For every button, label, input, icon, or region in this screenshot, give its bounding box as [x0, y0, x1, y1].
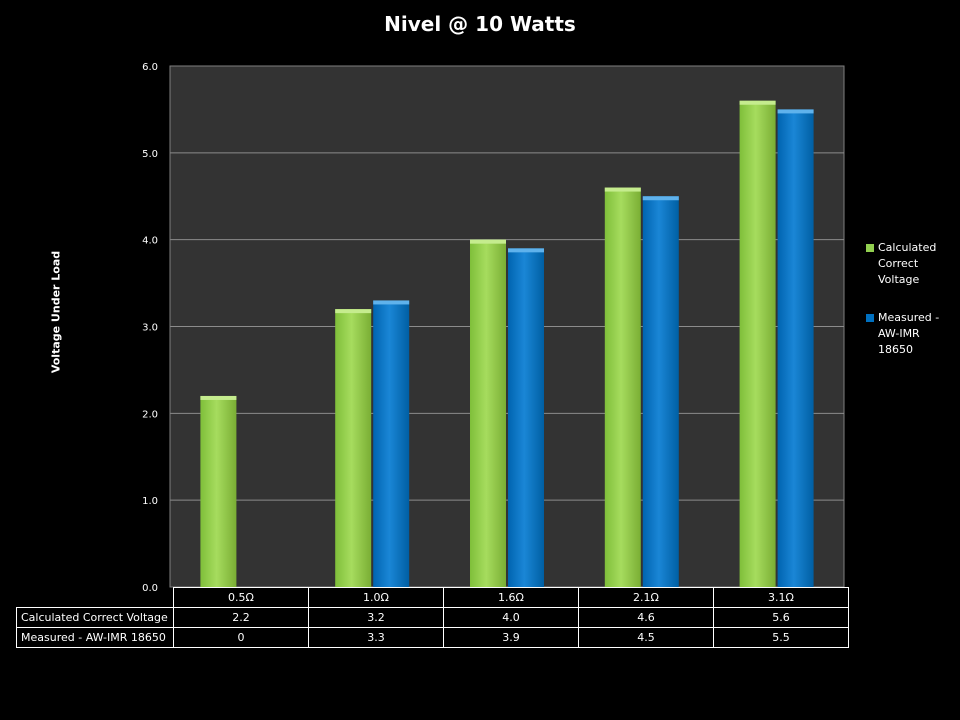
table-header-cell: 2.1Ω: [578, 587, 714, 608]
bar-calculated: [335, 309, 372, 587]
table-header-cell: 3.1Ω: [713, 587, 849, 608]
bar-calculated-cap: [470, 239, 506, 244]
legend-item-calculated: Calculated Correct Voltage: [866, 240, 956, 288]
table-cell: 3.2: [308, 607, 444, 628]
bar-calculated: [200, 395, 237, 587]
table-cell: 3.3: [308, 627, 444, 648]
bar-measured-cap: [642, 196, 679, 201]
legend-swatch-calculated: [866, 244, 874, 252]
table-cell: 4.6: [578, 607, 714, 628]
bar-calculated: [604, 187, 641, 588]
y-tick-label: 2.0: [142, 409, 158, 420]
bar-measured: [373, 300, 410, 587]
table-cell: 5.5: [713, 627, 849, 648]
bar-calculated-cap: [335, 309, 372, 314]
bar-calculated-cap: [604, 187, 641, 192]
bar-measured-cap: [373, 300, 410, 305]
table-header-cell: 1.0Ω: [308, 587, 444, 608]
table-cell: 4.5: [578, 627, 714, 648]
table-cell: 4.0: [443, 607, 579, 628]
table-row-label: Measured - AW-IMR 18650: [16, 627, 174, 648]
y-tick-label: 4.0: [142, 236, 158, 247]
table-cell: 3.9: [443, 627, 579, 648]
table-cell: 2.2: [173, 607, 309, 628]
y-tick-label: 5.0: [142, 149, 158, 160]
legend-label-calculated: Calculated Correct Voltage: [878, 241, 937, 286]
table-row-label: Calculated Correct Voltage: [16, 607, 174, 628]
bar-measured-cap: [508, 248, 544, 253]
data-table: 0.5Ω 1.0Ω 1.6Ω 2.1Ω 3.1Ω Calculated Corr…: [16, 587, 849, 648]
legend: Calculated Correct Voltage Measured - AW…: [866, 240, 956, 380]
table-corner-cell: [16, 587, 174, 608]
y-tick-label: 6.0: [142, 62, 158, 73]
bar-measured: [777, 109, 814, 588]
bar-calculated-cap: [739, 100, 776, 105]
table-row: Calculated Correct Voltage 2.2 3.2 4.0 4…: [16, 607, 849, 628]
bar-measured: [508, 248, 544, 587]
table-cell: 0: [173, 627, 309, 648]
table-header-row: 0.5Ω 1.0Ω 1.6Ω 2.1Ω 3.1Ω: [16, 587, 849, 608]
bar-measured: [642, 196, 679, 587]
legend-swatch-measured: [866, 314, 874, 322]
y-tick-label: 1.0: [142, 496, 158, 507]
y-tick-label: 3.0: [142, 323, 158, 334]
bar-calculated: [470, 239, 506, 587]
bar-measured-cap: [777, 109, 814, 114]
table-header-cell: 0.5Ω: [173, 587, 309, 608]
table-cell: 5.6: [713, 607, 849, 628]
table-header-cell: 1.6Ω: [443, 587, 579, 608]
bar-calculated: [739, 100, 776, 587]
chart-title: Nivel @ 10 Watts: [384, 12, 576, 36]
bar-calculated-cap: [200, 395, 237, 400]
legend-label-measured: Measured - AW-IMR 18650: [878, 311, 940, 356]
legend-item-measured: Measured - AW-IMR 18650: [866, 310, 956, 358]
table-row: Measured - AW-IMR 18650 0 3.3 3.9 4.5 5.…: [16, 627, 849, 648]
